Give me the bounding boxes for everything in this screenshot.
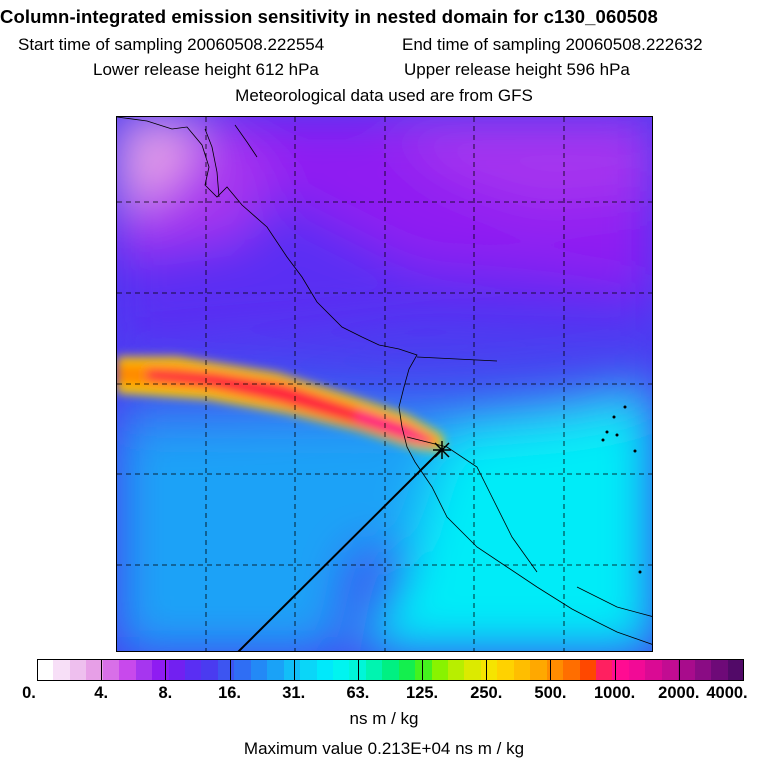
sampling-start: Start time of sampling 20060508.222554 [18,35,325,54]
islands [601,405,642,574]
colorbar-swatch [103,659,119,681]
colorbar-swatch [317,659,333,681]
colorbar-swatch [612,659,629,681]
colorbar-swatch [251,659,267,681]
sampling-end: End time of sampling 20060508.222632 [402,35,703,54]
colorbar-swatch [530,659,547,681]
colorbar [37,659,744,681]
colorbar-tick-label: 16. [218,684,241,702]
colorbar-swatch [333,659,349,681]
colorbar-swatch [629,659,645,681]
colorbar-swatch [563,659,580,681]
colorbar-swatch [514,659,530,681]
colorbar-swatch [152,659,169,681]
release-upper: Upper release height 596 hPa [404,60,630,79]
colorbar-swatch [349,659,366,681]
colorbar-tick-label: 8. [158,684,173,702]
colorbar-tick-label: 0. [22,684,36,702]
colorbar-swatch [86,659,103,681]
colorbar-swatch [300,659,317,681]
colorbar-swatch [481,659,497,681]
colorbar-swatch [432,659,448,681]
colorbar-swatch [547,659,563,681]
colorbar-swatch [53,659,70,681]
colorbar-swatch [169,659,185,681]
colorbar-swatch [267,659,284,681]
coastlines [117,117,652,645]
colorbar-swatch [415,659,432,681]
sensitivity-map [116,116,653,652]
colorbar-swatch [399,659,415,681]
plot-title: Column-integrated emission sensitivity i… [0,6,658,27]
met-note: Meteorological data used are from GFS [235,86,533,105]
colorbar-tick-label: 63. [346,684,370,702]
colorbar-swatch [201,659,218,681]
colorbar-tick-label: 4000. [706,684,748,702]
colorbar-swatch [136,659,152,681]
release-lower: Lower release height 612 hPa [93,60,319,79]
colorbar-swatch [580,659,596,681]
colorbar-swatch [662,659,678,681]
border-c [576,586,652,617]
colorbar-swatch [366,659,382,681]
colorbar-swatch [185,659,201,681]
colorbar-tick-label: 250. [470,684,503,702]
maximum-value: Maximum value 0.213E+04 ns m / kg [243,739,525,758]
border-a [406,436,538,573]
colorbar-units: ns m / kg [349,709,419,728]
colorbar-swatch [728,659,744,681]
colorbar-swatch [645,659,662,681]
colorbar-swatch [382,659,399,681]
colorbar-tick-label: 1000. [593,684,636,702]
colorbar-swatch [678,659,695,681]
colorbar-swatch [497,659,514,681]
colorbar-swatch [448,659,464,681]
colorbar-swatch [218,659,234,681]
colorbar-tick-label: 31. [282,684,306,702]
coastline-west [117,117,652,645]
flight-track [237,449,442,651]
receptor-star-icon [433,441,451,459]
colorbar-tick-label: 2000. [658,684,700,702]
border-b [416,356,498,362]
colorbar-swatch [37,659,53,681]
colorbar-tick-label: 125. [406,684,439,702]
plume [117,357,444,451]
colorbar-tick-label: 4. [94,684,109,702]
colorbar-swatch [711,659,728,681]
colorbar-swatch [234,659,251,681]
colorbar-swatch [596,659,612,681]
colorbar-swatch [70,659,86,681]
coastline-north [204,124,258,198]
colorbar-swatch [284,659,300,681]
colorbar-swatch [695,659,711,681]
colorbar-swatch [464,659,481,681]
colorbar-swatch [119,659,136,681]
colorbar-tick-label: 500. [534,684,567,702]
